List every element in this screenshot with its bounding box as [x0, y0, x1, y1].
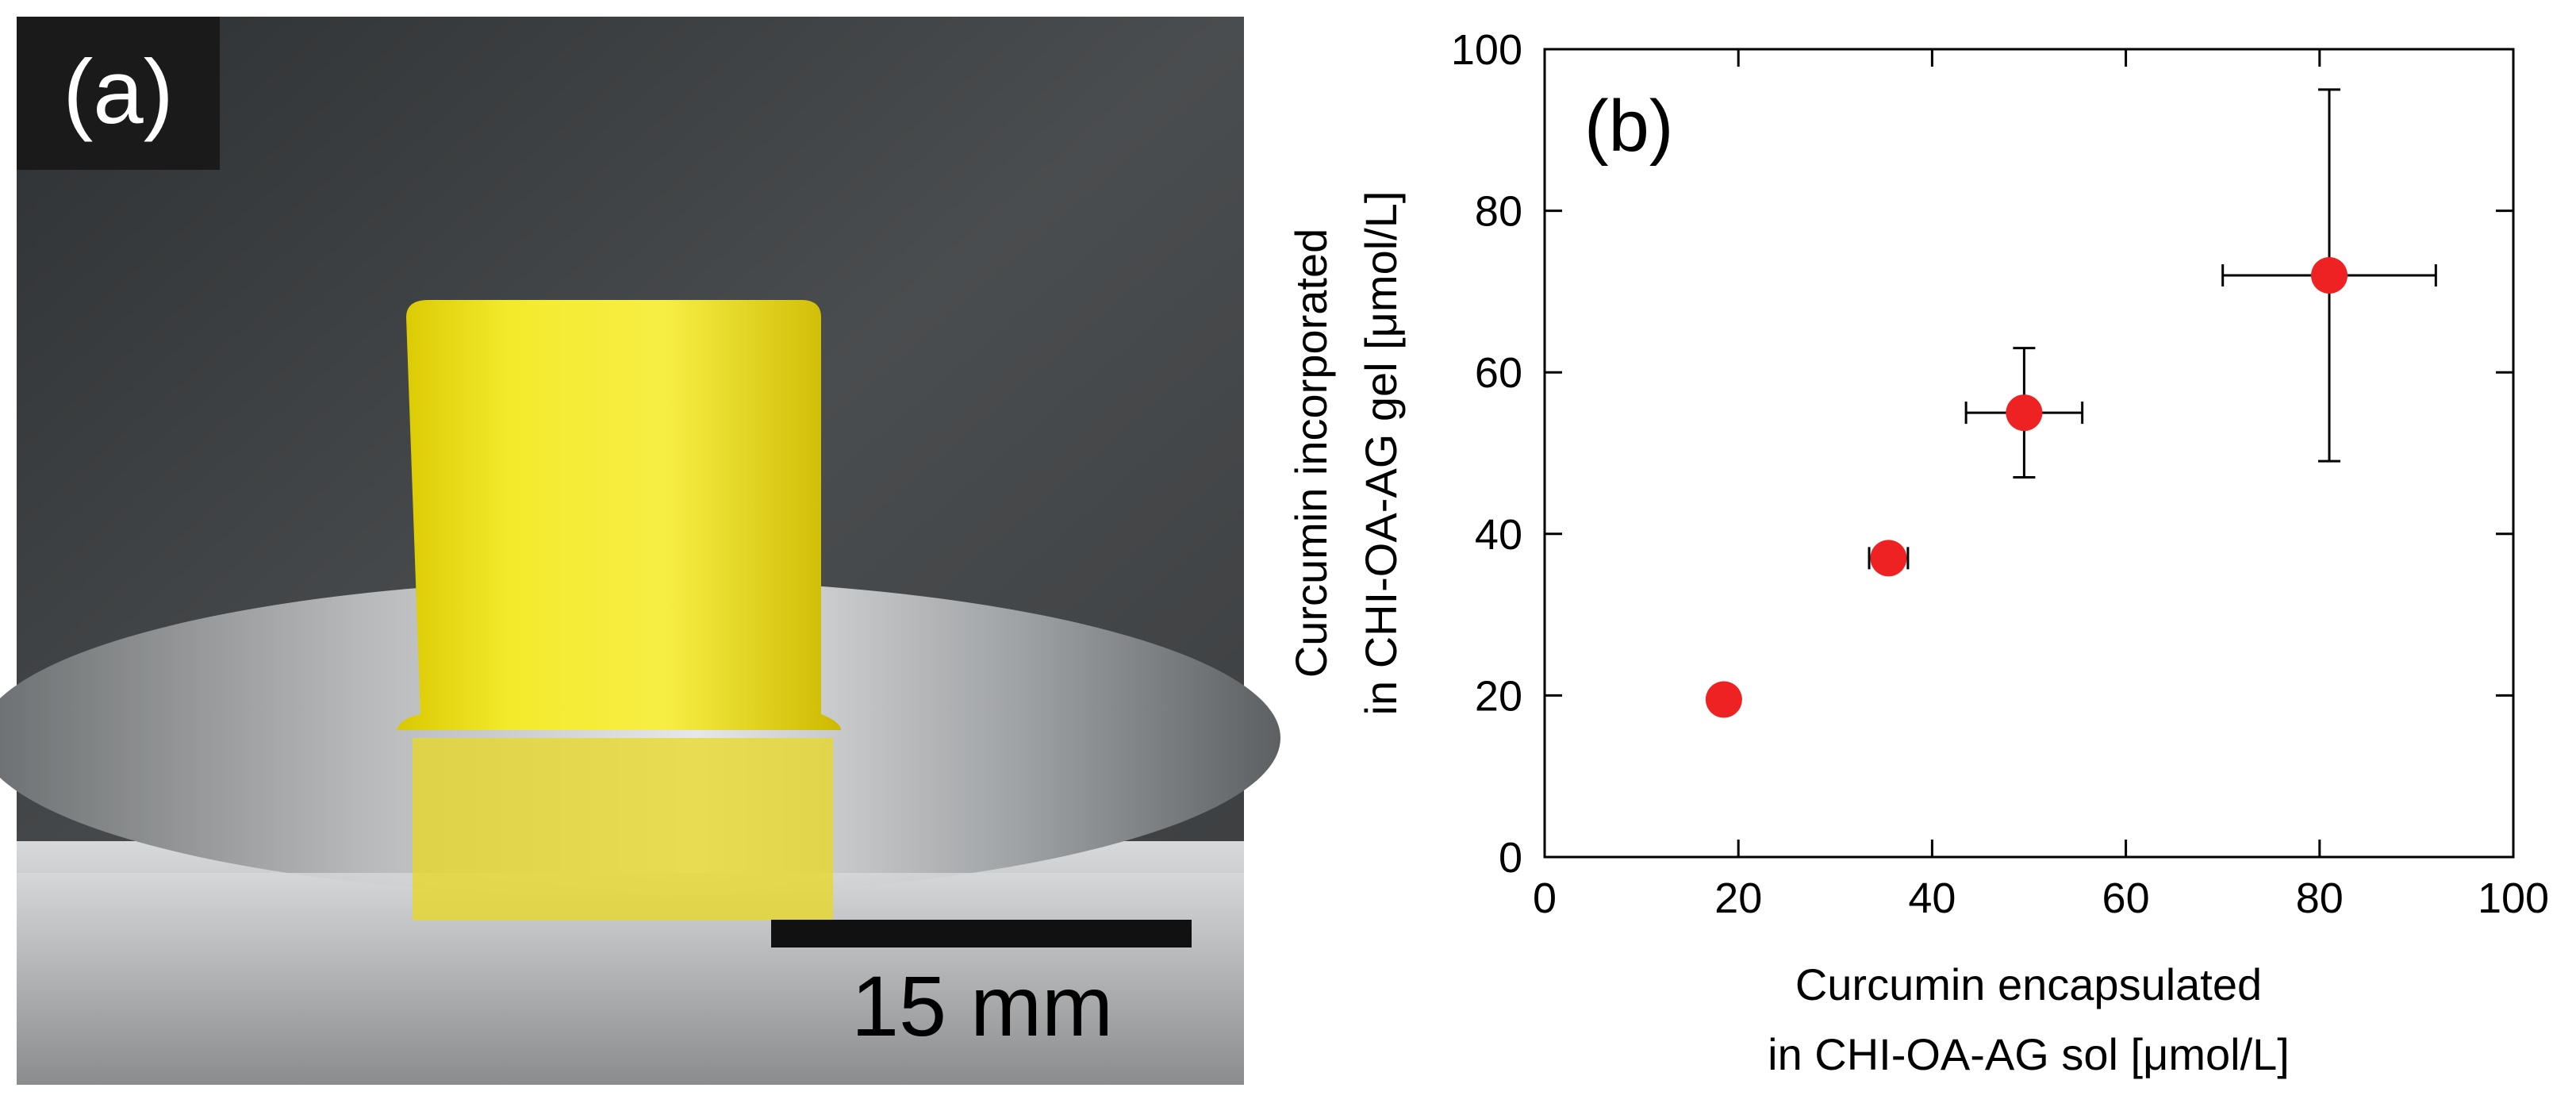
- chart: (b) Curcumin encapsulated in CHI-OA-AG s…: [1286, 26, 2549, 1079]
- y-tick-label: 60: [1475, 349, 1522, 397]
- x-tick-label: 60: [2102, 874, 2150, 922]
- y-axis-label: Curcumin incorporated: [1286, 229, 1336, 678]
- y-tick-label: 40: [1475, 511, 1522, 559]
- y-tick-label: 80: [1475, 188, 1522, 236]
- x-tick-label: 100: [2478, 874, 2549, 922]
- y-axis-label: in CHI-OA-AG gel [μmol/L]: [1356, 191, 1406, 716]
- x-axis-label: Curcumin encapsulated: [1795, 959, 2262, 1009]
- scale-bar: [771, 920, 1192, 947]
- point: [2311, 257, 2348, 294]
- x-axis-label: in CHI-OA-AG sol [μmol/L]: [1768, 1029, 2290, 1079]
- x-tick-label: 20: [1714, 874, 1762, 922]
- panel-label: (b): [1584, 86, 1673, 167]
- y-tick-label: 0: [1499, 834, 1522, 882]
- y-tick-label: 20: [1475, 672, 1522, 720]
- point: [1870, 540, 1907, 577]
- x-tick-label: 40: [1908, 874, 1956, 922]
- point: [1705, 681, 1742, 718]
- x-tick-label: 80: [2296, 874, 2344, 922]
- photo: (a) 15 mm: [0, 17, 1280, 1085]
- scale-bar-label: 15 mm: [851, 958, 1113, 1054]
- point: [2006, 394, 2043, 432]
- plot-frame: [1543, 48, 2515, 859]
- y-tick-label: 100: [1451, 26, 1522, 74]
- panel-label: (a): [63, 42, 173, 143]
- x-tick-label: 0: [1533, 874, 1557, 922]
